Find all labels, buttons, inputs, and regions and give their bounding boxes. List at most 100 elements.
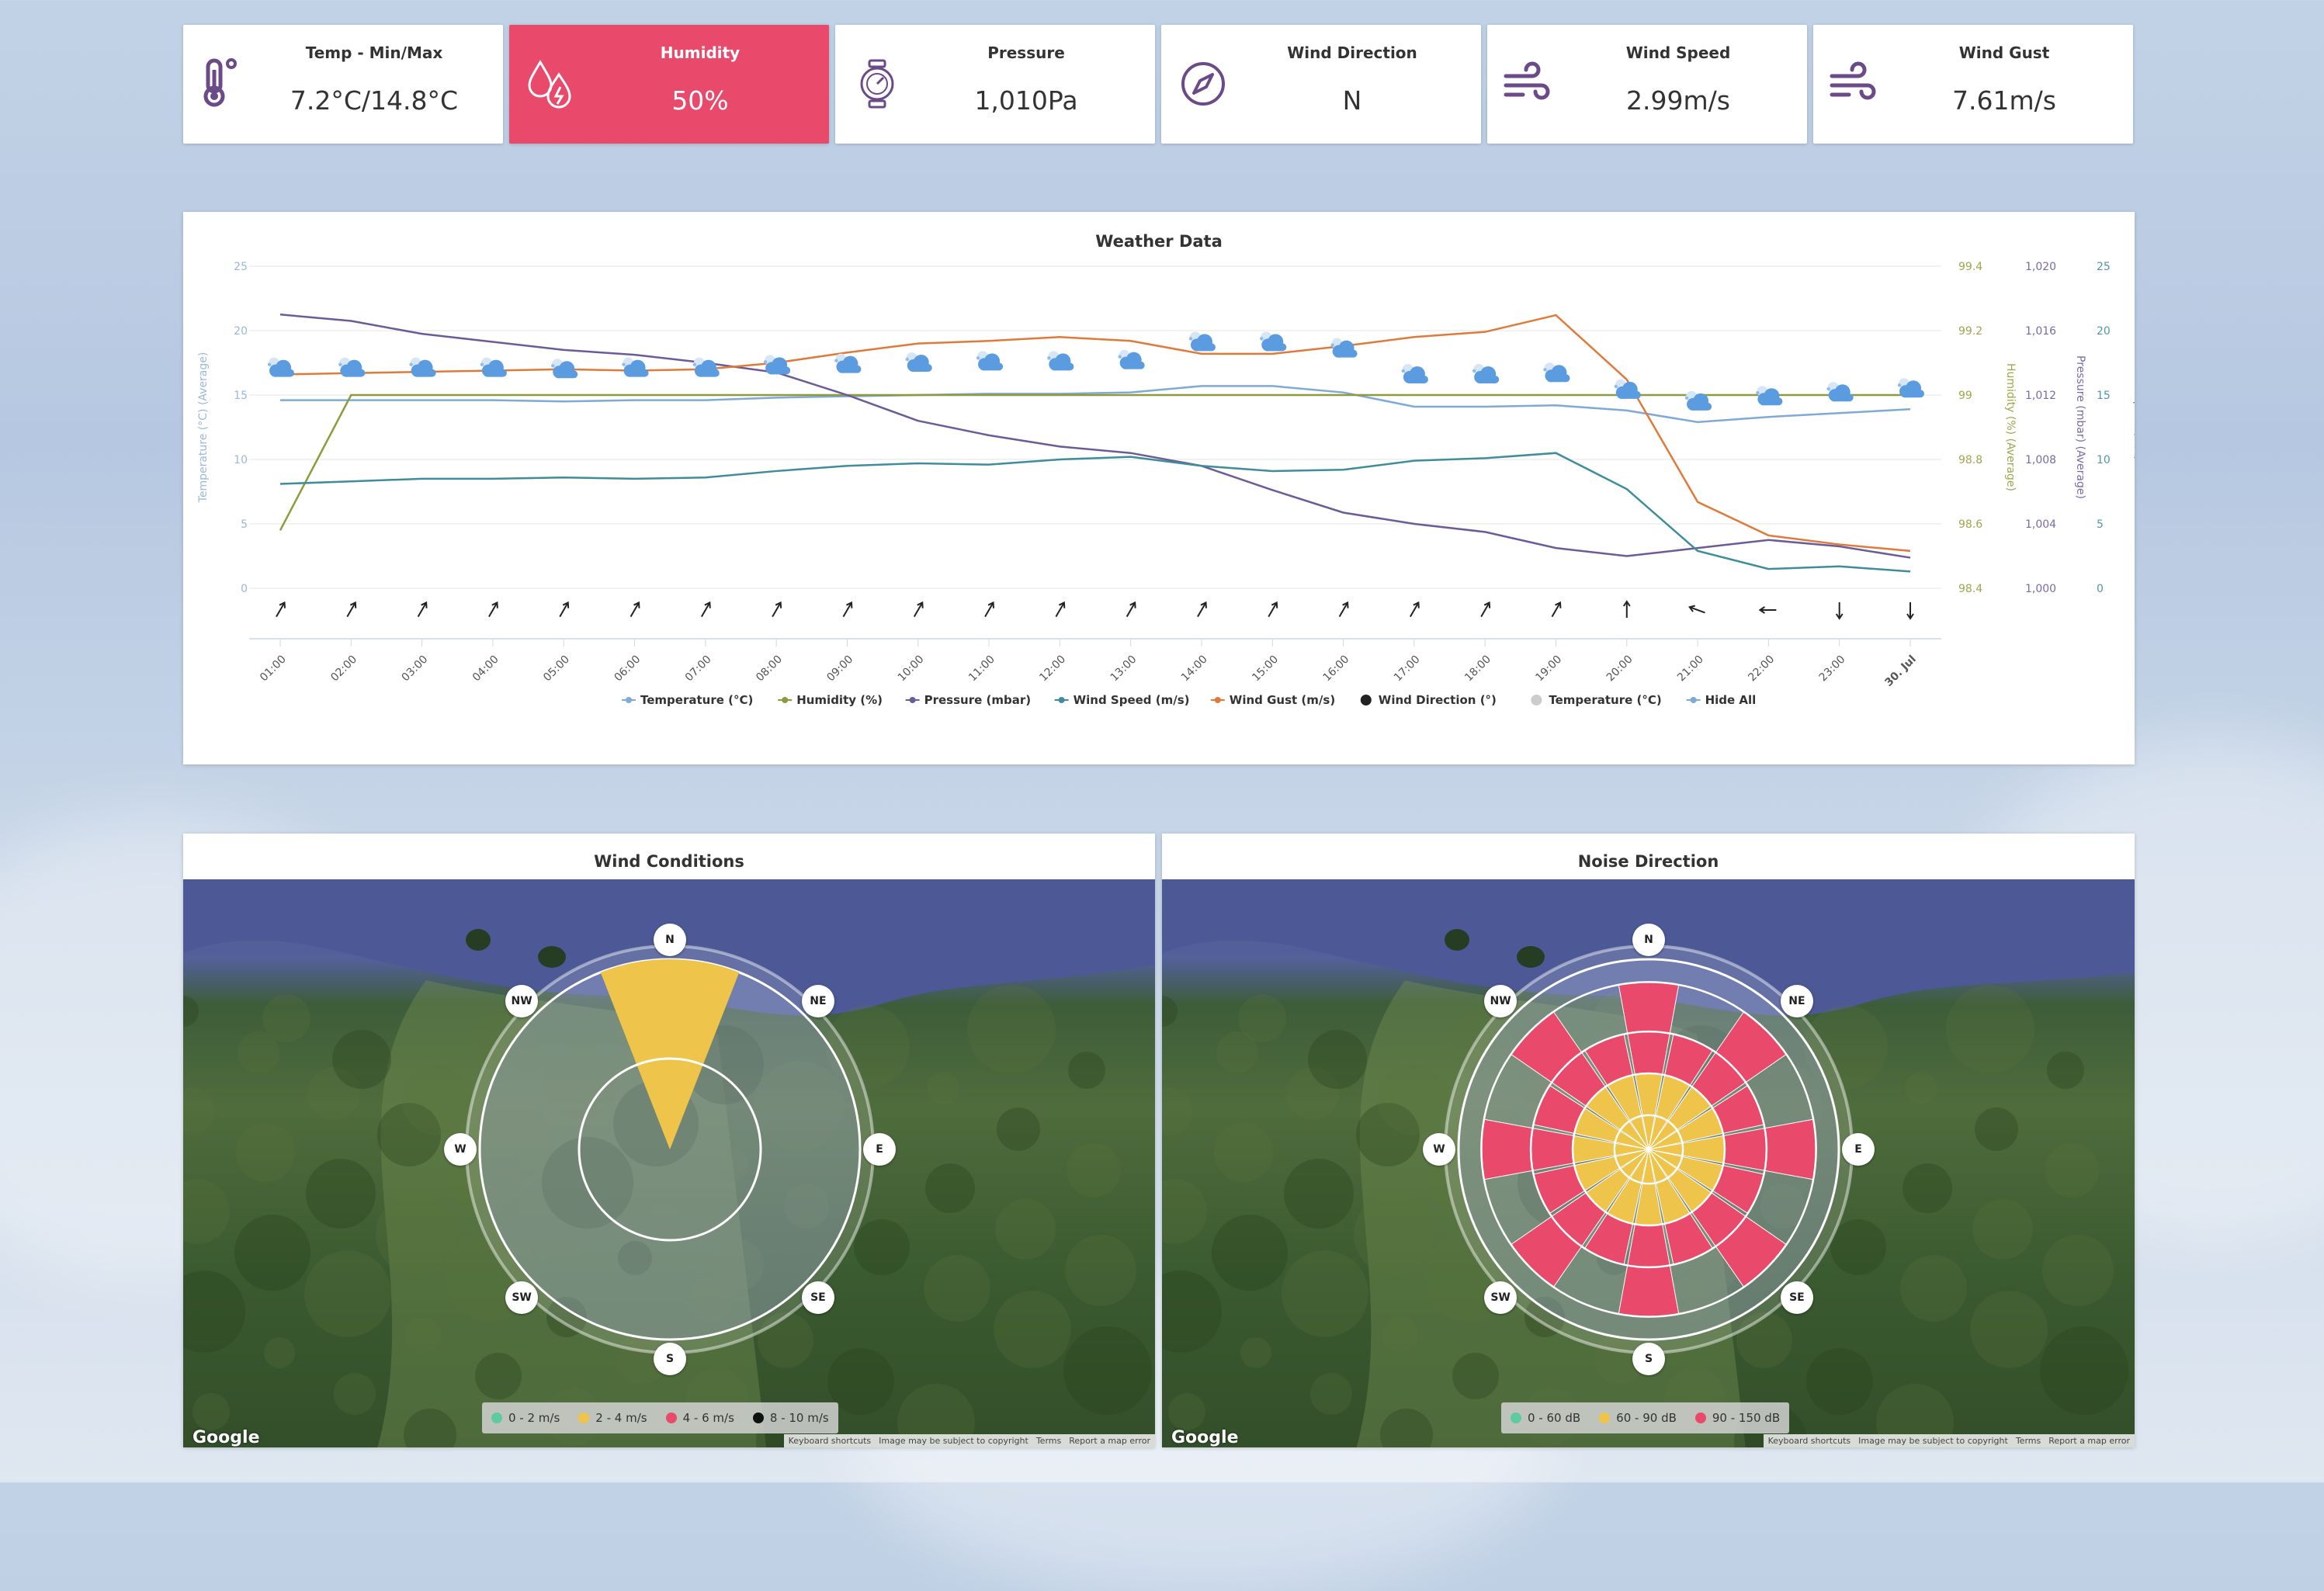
series-line-4[interactable] (279, 314, 1911, 553)
map-term-link[interactable]: Image may be subject to copyright (879, 1436, 1028, 1446)
noise-legend: 0 - 60 dB 60 - 90 dB 90 - 150 dB (1501, 1402, 1790, 1433)
stat-card-value: 7.61m/s (1952, 85, 2056, 116)
noise-map[interactable]: N NE E SE S SW W NW 0 - 60 dB 60 - 90 dB 90 - 150… (1162, 879, 2135, 1447)
y-tick-temperature: 20 (234, 325, 248, 338)
wind-direction-arrow (1410, 601, 1420, 618)
legend-item[interactable]: 60 - 90 dB (1599, 1411, 1677, 1425)
wind-direction-arrow (1758, 606, 1777, 614)
stat-card-pressure[interactable]: Pressure 1,010Pa (835, 25, 1155, 144)
stat-card-temp-min-max[interactable]: Temp - Min/Max 7.2°C/14.8°C (183, 25, 503, 144)
y-tick-speed: 25 (2097, 261, 2111, 273)
series-line-0[interactable] (280, 385, 1911, 424)
wind-rose-sector-n[interactable] (600, 959, 740, 1149)
x-tick-label: 11:00 (966, 653, 997, 685)
compass-label-n: N (654, 924, 686, 956)
stat-card-wind-speed[interactable]: Wind Speed 2.99m/s (1487, 25, 1807, 144)
cloudy-snow-icon (267, 357, 294, 377)
series-line-1[interactable] (279, 393, 1910, 531)
chart-legend-item[interactable]: Temperature (°C) (622, 693, 753, 707)
map-term-link[interactable]: Terms (2015, 1436, 2041, 1446)
y-tick-humidity: 98.6 (1958, 518, 1982, 531)
chart-legend-item[interactable]: Wind Speed (m/s) (1054, 693, 1190, 707)
y-tick-humidity: 99.4 (1958, 261, 1982, 273)
map-term-link[interactable]: Keyboard shortcuts (1767, 1436, 1851, 1446)
legend-item[interactable]: 8 - 10 m/s (752, 1411, 829, 1425)
y-tick-pressure: 1,020 (2025, 261, 2056, 273)
wind-direction-arrow (346, 601, 357, 618)
legend-item[interactable]: 0 - 2 m/s (491, 1411, 560, 1425)
legend-item[interactable]: 0 - 60 dB (1511, 1411, 1580, 1425)
wind-map[interactable]: N NE E SE S SW W NW 0 - 2 m/s 2 - 4 m/s 4 - 6 m/s… (183, 879, 1155, 1447)
compass-icon (1175, 56, 1231, 112)
stat-card-title: Pressure (987, 43, 1065, 62)
chart-legend-label: Wind Direction (°) (1379, 693, 1497, 707)
compass-label-s: S (1632, 1343, 1665, 1375)
wind-direction-labels: N NE E SE S SW W NW (183, 879, 1155, 1447)
wind-gust-icon (1827, 56, 1883, 112)
map-term-link[interactable]: Terms (1035, 1436, 1062, 1446)
cloudy-snow-icon (1118, 349, 1145, 369)
stat-card-wind-direction[interactable]: Wind Direction N (1161, 25, 1481, 144)
wind-legend: 0 - 2 m/s 2 - 4 m/s 4 - 6 m/s 8 - 10 m/s (482, 1402, 838, 1433)
compass-label-e: E (1842, 1133, 1875, 1166)
noise-panel-title: Noise Direction (1577, 852, 1719, 871)
wind-direction-arrow (913, 601, 924, 618)
chart-legend-item[interactable]: Wind Direction (°) (1360, 693, 1497, 707)
x-tick-label: 01:00 (258, 653, 289, 685)
y-tick-humidity: 99 (1958, 390, 1972, 402)
chart-legend-item[interactable]: Humidity (%) (778, 693, 883, 707)
series-line-3[interactable] (279, 452, 1911, 573)
wind-direction-arrow (1835, 602, 1844, 620)
compass-label-s: S (654, 1343, 686, 1375)
cloudy-snow-icon (834, 353, 862, 373)
cloudy-snow-icon (409, 357, 436, 377)
legend-label: 4 - 6 m/s (682, 1411, 734, 1425)
wind-direction-arrow (984, 601, 995, 618)
compass-label-e: E (863, 1133, 896, 1166)
wind-direction-arrow (1197, 601, 1207, 618)
stat-card-title: Temp - Min/Max (305, 43, 443, 62)
y-tick-temperature: 25 (234, 261, 248, 273)
x-tick-label: 18:00 (1462, 653, 1493, 685)
cloudy-snow-icon (1897, 378, 1924, 398)
weather-panel-title: Weather Data (1095, 232, 1223, 251)
chart-legend-item[interactable]: Temperature (°C) (1531, 693, 1662, 707)
y-tick-pressure: 1,008 (2025, 454, 2056, 466)
compass-label-sw: SW (505, 1281, 539, 1314)
wind-direction-arrow (417, 601, 428, 618)
y-tick-speed: 20 (2097, 325, 2111, 338)
chart-legend-label: Wind Gust (m/s) (1230, 693, 1335, 707)
legend-label: 0 - 2 m/s (508, 1411, 560, 1425)
legend-item[interactable]: 2 - 4 m/s (578, 1411, 647, 1425)
legend-item[interactable]: 90 - 150 dB (1694, 1411, 1780, 1425)
cloudy-snow-icon (1543, 362, 1570, 383)
stat-card-value: 7.2°C/14.8°C (290, 85, 459, 116)
chart-legend-label: Wind Speed (m/s) (1074, 693, 1190, 707)
chart-legend-item[interactable]: Wind Gust (m/s) (1210, 693, 1335, 707)
map-term-link[interactable]: Image may be subject to copyright (1858, 1436, 2008, 1446)
stat-card-wind-gust[interactable]: Wind Gust 7.61m/s (1813, 25, 2133, 144)
cloudy-snow-icon (480, 357, 507, 377)
google-logo: Google (193, 1428, 260, 1447)
y-tick-temperature: 10 (234, 454, 248, 466)
legend-label: 8 - 10 m/s (769, 1411, 829, 1425)
y-tick-pressure: 1,016 (2025, 325, 2056, 338)
map-term-link[interactable]: Report a map error (1069, 1436, 1150, 1446)
stat-card-humidity[interactable]: Humidity 50% (509, 25, 829, 144)
compass-label-w: W (1423, 1133, 1455, 1166)
map-term-link[interactable]: Keyboard shortcuts (788, 1436, 872, 1446)
x-tick-label: 13:00 (1108, 653, 1139, 685)
x-tick-label: 16:00 (1321, 653, 1352, 685)
cloudy-snow-icon (905, 352, 932, 372)
cloudy-snow-icon (1188, 331, 1216, 352)
map-term-link[interactable]: Report a map error (2048, 1436, 2130, 1446)
cloudy-snow-icon (1047, 351, 1074, 371)
chart-legend-item[interactable]: Pressure (mbar) (905, 693, 1032, 707)
cloudy-snow-icon (1401, 363, 1428, 383)
stat-card-title: Wind Speed (1625, 43, 1731, 62)
cloudy-snow-icon (1330, 338, 1358, 358)
compass-label-se: SE (801, 1281, 834, 1314)
chart-legend-item[interactable]: Hide All (1686, 693, 1757, 707)
series-line-2[interactable] (279, 314, 1911, 559)
legend-item[interactable]: 4 - 6 m/s (665, 1411, 734, 1425)
